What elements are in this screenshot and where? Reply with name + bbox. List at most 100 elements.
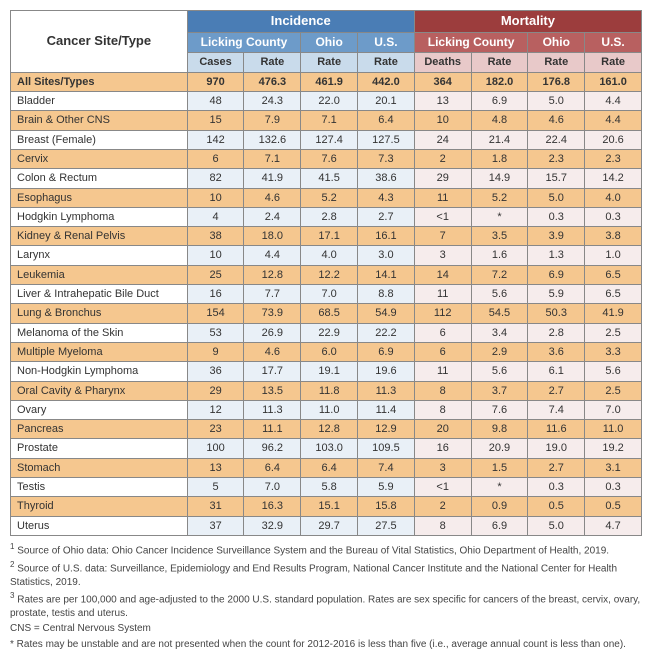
col-deaths: Deaths [414, 53, 471, 72]
value-cell: 11.1 [244, 420, 301, 439]
site-cell: Prostate [11, 439, 188, 458]
value-cell: 6.4 [301, 458, 358, 477]
value-cell: 2 [414, 149, 471, 168]
table-row: Testis57.05.85.9<1*0.30.3 [11, 478, 642, 497]
site-cell: Thyroid [11, 497, 188, 516]
value-cell: 7.6 [471, 400, 528, 419]
value-cell: 7.4 [358, 458, 415, 477]
table-row: Oral Cavity & Pharynx2913.511.811.383.72… [11, 381, 642, 400]
value-cell: 6 [187, 149, 244, 168]
table-row: Ovary1211.311.011.487.67.47.0 [11, 400, 642, 419]
site-cell: Kidney & Renal Pelvis [11, 227, 188, 246]
value-cell: 37 [187, 516, 244, 535]
footnote-star: * Rates may be unstable and are not pres… [10, 638, 642, 652]
value-cell: 6.9 [528, 265, 585, 284]
value-cell: 1.3 [528, 246, 585, 265]
table-body: All Sites/Types970476.3461.9442.0364182.… [11, 72, 642, 535]
value-cell: 4.6 [528, 111, 585, 130]
value-cell: 6.5 [585, 265, 642, 284]
value-cell: 6.9 [471, 516, 528, 535]
table-row: Hodgkin Lymphoma42.42.82.7<1*0.30.3 [11, 207, 642, 226]
value-cell: 3.4 [471, 323, 528, 342]
value-cell: 11 [414, 285, 471, 304]
col-inc-rate-us: Rate [358, 53, 415, 72]
value-cell: 7 [414, 227, 471, 246]
footnote-3: 3 Rates are per 100,000 and age-adjusted… [10, 591, 642, 620]
value-cell: 26.9 [244, 323, 301, 342]
value-cell: * [471, 207, 528, 226]
value-cell: 29 [187, 381, 244, 400]
value-cell: 8 [414, 400, 471, 419]
value-cell: 14.9 [471, 169, 528, 188]
site-cell: Bladder [11, 92, 188, 111]
col-incidence-group: Incidence [187, 11, 414, 33]
footnote-1: 1 Source of Ohio data: Ohio Cancer Incid… [10, 542, 642, 558]
value-cell: 142 [187, 130, 244, 149]
value-cell: 41.5 [301, 169, 358, 188]
site-cell: Stomach [11, 458, 188, 477]
value-cell: 48 [187, 92, 244, 111]
value-cell: 154 [187, 304, 244, 323]
value-cell: 5.8 [301, 478, 358, 497]
value-cell: 20.1 [358, 92, 415, 111]
site-cell: All Sites/Types [11, 72, 188, 91]
value-cell: 5.6 [471, 362, 528, 381]
value-cell: 12 [187, 400, 244, 419]
value-cell: 14 [414, 265, 471, 284]
value-cell: 14.2 [585, 169, 642, 188]
value-cell: 2.7 [528, 458, 585, 477]
value-cell: 176.8 [528, 72, 585, 91]
value-cell: 8 [414, 381, 471, 400]
value-cell: 8 [414, 516, 471, 535]
value-cell: 13 [414, 92, 471, 111]
value-cell: 19.1 [301, 362, 358, 381]
site-cell: Uterus [11, 516, 188, 535]
value-cell: 5.0 [528, 188, 585, 207]
value-cell: 4.0 [301, 246, 358, 265]
site-cell: Pancreas [11, 420, 188, 439]
value-cell: 5.6 [471, 285, 528, 304]
value-cell: 6 [414, 342, 471, 361]
value-cell: 6.4 [244, 458, 301, 477]
value-cell: 6.0 [301, 342, 358, 361]
footnote-2: 2 Source of U.S. data: Surveillance, Epi… [10, 560, 642, 589]
col-inc-licking: Licking County [187, 32, 301, 53]
table-row: Brain & Other CNS157.97.16.4104.84.64.4 [11, 111, 642, 130]
value-cell: 103.0 [301, 439, 358, 458]
value-cell: 2.7 [528, 381, 585, 400]
col-inc-us: U.S. [358, 32, 415, 53]
value-cell: 4.4 [585, 92, 642, 111]
value-cell: 9.8 [471, 420, 528, 439]
value-cell: 442.0 [358, 72, 415, 91]
value-cell: 476.3 [244, 72, 301, 91]
value-cell: 0.3 [528, 207, 585, 226]
site-cell: Multiple Myeloma [11, 342, 188, 361]
footnotes: 1 Source of Ohio data: Ohio Cancer Incid… [10, 542, 642, 651]
value-cell: 5.9 [358, 478, 415, 497]
value-cell: 11.0 [585, 420, 642, 439]
value-cell: 2.7 [358, 207, 415, 226]
value-cell: 3.8 [585, 227, 642, 246]
col-mort-licking: Licking County [414, 32, 528, 53]
value-cell: 16 [187, 285, 244, 304]
value-cell: <1 [414, 207, 471, 226]
col-mort-rate-oh: Rate [528, 53, 585, 72]
table-row: Kidney & Renal Pelvis3818.017.116.173.53… [11, 227, 642, 246]
site-cell: Esophagus [11, 188, 188, 207]
value-cell: 11.6 [528, 420, 585, 439]
col-mort-us: U.S. [585, 32, 642, 53]
value-cell: 36 [187, 362, 244, 381]
value-cell: 7.6 [301, 149, 358, 168]
site-cell: Oral Cavity & Pharynx [11, 381, 188, 400]
value-cell: 4.8 [471, 111, 528, 130]
value-cell: 132.6 [244, 130, 301, 149]
cancer-stats-table: Cancer Site/Type Incidence Mortality Lic… [10, 10, 642, 536]
col-mort-ohio: Ohio [528, 32, 585, 53]
value-cell: 20.9 [471, 439, 528, 458]
value-cell: 82 [187, 169, 244, 188]
value-cell: 31 [187, 497, 244, 516]
value-cell: 5.0 [528, 516, 585, 535]
footnote-cns: CNS = Central Nervous System [10, 622, 642, 636]
value-cell: 461.9 [301, 72, 358, 91]
value-cell: 7.7 [244, 285, 301, 304]
